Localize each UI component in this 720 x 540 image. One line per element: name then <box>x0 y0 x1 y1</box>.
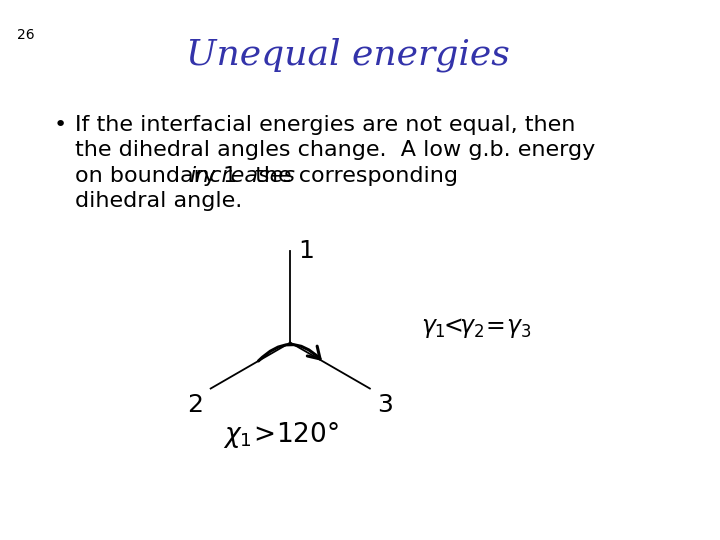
Text: 26: 26 <box>17 28 35 42</box>
Text: •: • <box>53 115 66 135</box>
Text: dihedral angle.: dihedral angle. <box>74 191 242 211</box>
Text: the dihedral angles change.  A low g.b. energy: the dihedral angles change. A low g.b. e… <box>74 140 595 160</box>
Text: on boundary 1: on boundary 1 <box>74 165 244 186</box>
Text: 2: 2 <box>187 393 203 417</box>
Text: increases: increases <box>189 165 296 186</box>
Text: 3: 3 <box>377 393 394 417</box>
Text: $\gamma_1\!\!<\!\!\gamma_2\!=\!\gamma_3$: $\gamma_1\!\!<\!\!\gamma_2\!=\!\gamma_3$ <box>421 316 531 340</box>
FancyArrowPatch shape <box>258 345 320 361</box>
Text: $\chi_1\!>\!120°$: $\chi_1\!>\!120°$ <box>222 420 338 450</box>
Text: If the interfacial energies are not equal, then: If the interfacial energies are not equa… <box>74 115 575 135</box>
Text: Unequal energies: Unequal energies <box>186 38 510 72</box>
Text: the corresponding: the corresponding <box>248 165 458 186</box>
Text: 1: 1 <box>298 239 314 262</box>
